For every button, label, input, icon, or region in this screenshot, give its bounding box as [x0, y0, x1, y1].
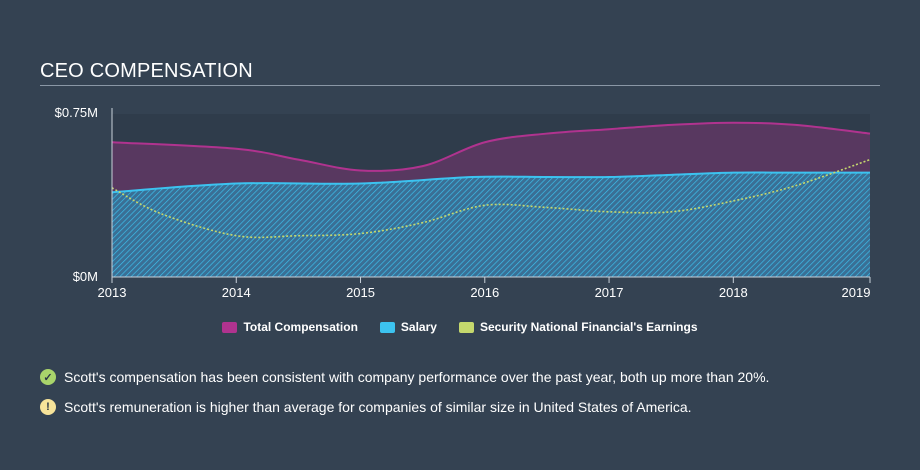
earnings-line [111, 158, 871, 239]
total-compensation-line [111, 121, 871, 172]
legend-swatch-earnings [458, 321, 474, 333]
salary-area [112, 172, 870, 277]
note-text: Scott's compensation has been consistent… [64, 369, 770, 385]
note-warning: ! Scott's remuneration is higher than av… [40, 399, 692, 415]
note-positive: ✓ Scott's compensation has been consiste… [40, 369, 769, 385]
exclamation-icon: ! [40, 399, 56, 415]
legend-item-total-compensation[interactable]: Total Compensation [222, 320, 358, 334]
x-tick-label: 2015 [346, 285, 375, 300]
chart-title: CEO COMPENSATION [40, 60, 253, 82]
y-tick-label: $0M [73, 269, 98, 284]
x-tick-label: 2017 [595, 285, 624, 300]
note-text: Scott's remuneration is higher than aver… [64, 399, 692, 415]
legend-swatch-total-compensation [222, 321, 238, 333]
x-tick-label: 2014 [222, 285, 251, 300]
legend-label: Security National Financial's Earnings [479, 320, 698, 334]
title-divider [40, 85, 880, 86]
y-tick-label: $0.75M [55, 105, 98, 120]
x-tick-label: 2016 [470, 285, 499, 300]
salary-line [111, 171, 870, 194]
legend-item-earnings[interactable]: Security National Financial's Earnings [458, 320, 698, 334]
legend-item-salary[interactable]: Salary [379, 320, 437, 334]
legend-swatch-salary [379, 321, 395, 333]
checkmark-icon: ✓ [40, 369, 56, 385]
x-tick-label: 2013 [98, 285, 127, 300]
legend-label: Total Compensation [243, 320, 358, 334]
legend-label: Salary [400, 320, 437, 334]
chart-legend: Total Compensation Salary Security Natio… [0, 320, 920, 334]
x-tick-label: 2018 [719, 285, 748, 300]
x-tick-label: 2019 [842, 285, 871, 300]
